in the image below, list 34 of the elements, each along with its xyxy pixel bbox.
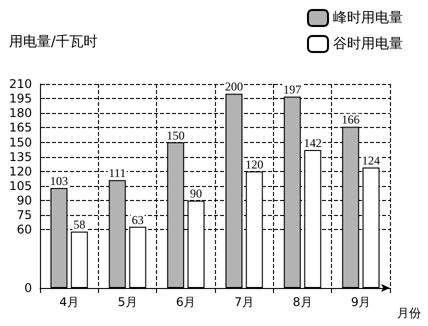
- y-tick-label: 195: [9, 92, 32, 106]
- x-tick-label: 9月: [351, 295, 371, 309]
- x-tick-label: 5月: [118, 295, 138, 309]
- data-label: 58: [73, 218, 86, 232]
- data-label: 63: [132, 212, 144, 227]
- x-tick-label: 6月: [176, 295, 196, 309]
- y-tick-label: 105: [9, 179, 32, 193]
- data-label: 111: [108, 166, 126, 180]
- y-tick-label: 180: [9, 106, 32, 120]
- x-tick-label: 8月: [292, 295, 312, 309]
- data-label: 142: [304, 136, 322, 150]
- y-tick-label: 60: [16, 222, 32, 237]
- y-tick-label: 150: [9, 135, 32, 150]
- x-tick-label: 7月: [234, 295, 254, 309]
- y-tick-label: 210: [9, 77, 32, 91]
- data-label: 124: [362, 154, 380, 168]
- legend-label: 谷时用电量: [333, 36, 403, 52]
- y-tick-label: 0: [24, 281, 32, 295]
- legend-label: 峰时用电量: [333, 10, 403, 26]
- y-tick-label: 75: [16, 208, 32, 222]
- y-tick-label: 135: [9, 150, 32, 164]
- data-label: 197: [283, 82, 302, 97]
- y-axis-title: 用电量/千瓦时: [9, 34, 98, 50]
- y-tick-label: 90: [16, 194, 32, 208]
- data-label: 120: [245, 157, 264, 172]
- data-label: 166: [342, 112, 360, 127]
- y-tick-label: 120: [9, 164, 32, 178]
- data-label: 150: [166, 128, 185, 142]
- data-label: 103: [50, 174, 68, 188]
- data-label: 200: [224, 80, 243, 94]
- data-label: 90: [190, 186, 202, 201]
- x-tick-label: 4月: [59, 295, 79, 309]
- y-tick-label: 165: [9, 120, 32, 135]
- x-axis-title: 月份: [397, 306, 421, 320]
